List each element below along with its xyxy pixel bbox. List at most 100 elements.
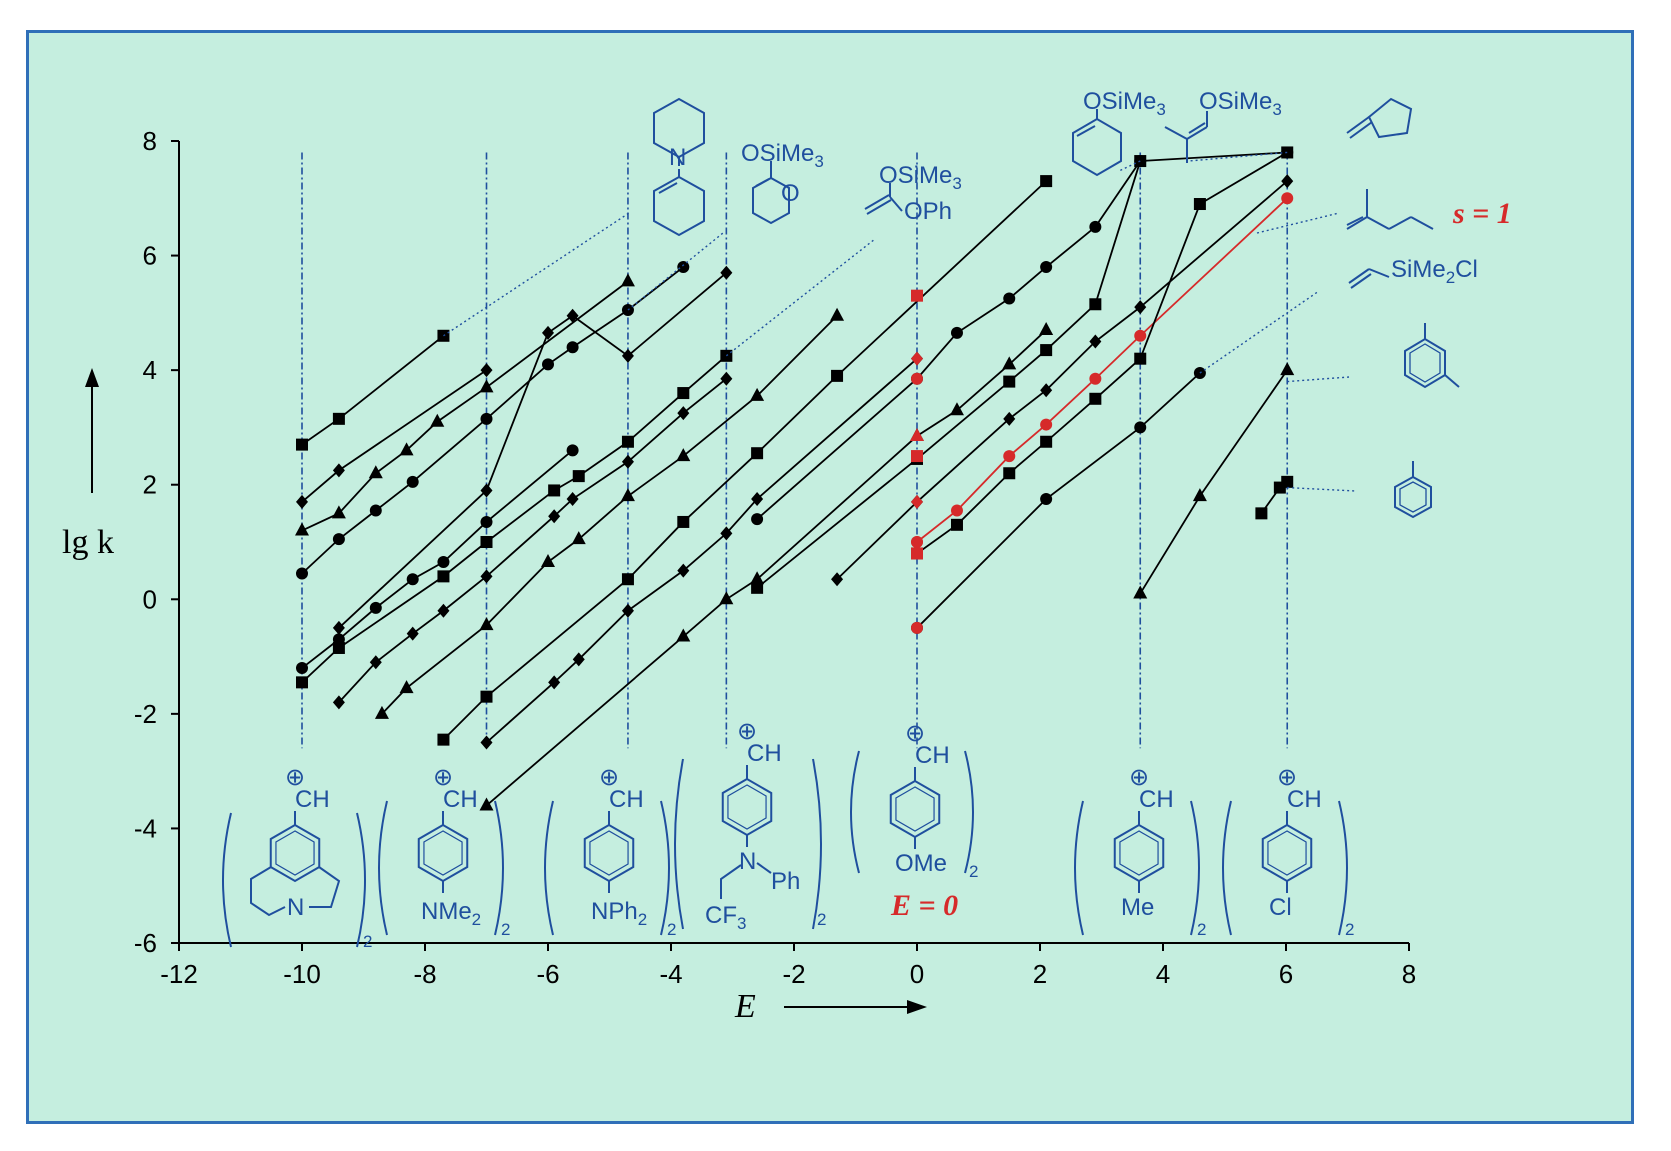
reference-point-E0 <box>910 428 924 442</box>
methoxy-left-paren <box>850 750 860 874</box>
data-point-s17 <box>1089 392 1102 405</box>
data-point-s7 <box>677 406 690 421</box>
data-point-s15 <box>1040 383 1053 398</box>
data-point-s4 <box>369 504 382 517</box>
julolidine-ring <box>269 823 321 883</box>
leader-lines <box>443 151 1356 492</box>
s-equals-one-label: s = 1 <box>1452 197 1512 230</box>
series-line-s17 <box>916 151 1288 555</box>
chart-svg: -12 -10 -8 -6 -4 -2 0 2 4 6 8 -6 -4 -2 0 2 4 6 8 lg k E s … <box>62 88 1512 1025</box>
data-point-s14 <box>950 326 963 339</box>
data-point-s3 <box>399 442 414 456</box>
leader-line <box>1188 151 1288 162</box>
data-point-s16 <box>1134 329 1147 342</box>
data-point-s17 <box>1193 198 1206 211</box>
nme2-label: NMe2 <box>421 898 481 929</box>
series-line-s13 <box>756 160 1142 589</box>
leader-line <box>1118 160 1141 172</box>
data-point-s9 <box>541 554 555 568</box>
methyl-cation-right-paren <box>1190 800 1200 936</box>
chloro-cation-left-paren <box>1222 800 1232 936</box>
data-point-s9 <box>750 387 765 401</box>
silyl-enol-ether-cyclohexene-structure <box>1072 109 1122 177</box>
data-point-s20 <box>1281 475 1294 488</box>
chloro-cation-right-paren <box>1338 800 1348 936</box>
julolidine-subscript: 2 <box>363 932 372 951</box>
reference-point-E0 <box>911 536 923 548</box>
series-line-s7 <box>338 378 727 704</box>
data-point-s17 <box>1003 467 1016 480</box>
data-point-s4 <box>296 567 308 580</box>
data-point-s3 <box>620 273 635 287</box>
data-point-s15 <box>831 572 844 587</box>
chloro-cation-ring-inner <box>1267 830 1307 876</box>
silyl-enol-ether-butene-structure <box>1164 111 1208 163</box>
data-point-s6 <box>437 556 450 569</box>
dimethylamino-cation-plus: ⊕ <box>433 764 453 791</box>
julolidine-right-paren <box>356 812 366 948</box>
data-point-s18 <box>1134 421 1147 434</box>
diphenylamino-cation-plus: ⊕ <box>599 764 619 791</box>
leader-line <box>725 238 876 357</box>
series-line-s1 <box>301 335 445 446</box>
data-point-s14 <box>1134 155 1147 168</box>
data-point-s6 <box>296 662 308 675</box>
x-tick-label: -8 <box>413 959 436 989</box>
data-point-s9 <box>571 531 586 545</box>
methoxy-plus: ⊕ <box>905 720 925 747</box>
trifluoroethyl-plus: ⊕ <box>737 718 757 745</box>
julolidine-plus: ⊕ <box>285 764 305 791</box>
methyl-cation-ch: CH <box>1139 786 1174 813</box>
data-point-s7 <box>332 695 345 710</box>
data-point-s3 <box>368 465 383 479</box>
methyl-cation-plus: ⊕ <box>1129 764 1149 791</box>
chloro-cation-ch: CH <box>1287 786 1322 813</box>
diphenylamino-cation-ring <box>583 823 635 883</box>
diphenylamino-cation-subscript: 2 <box>667 920 676 939</box>
data-point-s15 <box>1003 411 1016 426</box>
data-point-s11 <box>720 526 733 541</box>
methyl-cation-ring-inner <box>1119 830 1159 876</box>
leader-line <box>627 232 724 311</box>
julolidine-left-paren <box>222 812 232 948</box>
data-point-s12 <box>949 402 964 416</box>
y-tick-label: -2 <box>134 699 157 729</box>
methoxy-subscript: 2 <box>969 862 978 881</box>
diphenylamino-cation-ch: CH <box>609 786 644 813</box>
series-line-s18 <box>916 372 1201 629</box>
data-point-s6 <box>369 601 382 614</box>
data-point-s11 <box>677 563 690 578</box>
x-tick-label: 8 <box>1402 959 1416 989</box>
methoxy-ring <box>889 779 941 839</box>
data-point-s5 <box>332 620 345 635</box>
data-point-s10 <box>751 447 764 460</box>
y-arrow-head <box>85 368 99 387</box>
julolidine-right-ring <box>309 866 341 908</box>
julolidine-left-ring <box>250 866 286 917</box>
methyl-label: Me <box>1121 894 1154 921</box>
trifluoroethyl-subscript: 2 <box>817 910 826 929</box>
data-point-s13 <box>1003 375 1016 388</box>
data-point-s8 <box>677 387 690 400</box>
dimethylamino-cation-ring <box>417 823 469 883</box>
data-point-s19 <box>1192 488 1207 502</box>
x-tick-label: -10 <box>283 959 321 989</box>
butene-osime3-label: OSiMe3 <box>1199 88 1282 119</box>
data-point-s8 <box>332 641 345 654</box>
toluene-structure <box>1394 461 1432 519</box>
trifluoroethyl-left-paren <box>674 758 684 930</box>
series-line-s10 <box>442 180 1047 741</box>
data-point-s15 <box>1134 300 1147 315</box>
data-point-s7 <box>480 569 493 584</box>
series-line-s5 <box>338 272 727 629</box>
data-point-s11 <box>751 492 764 507</box>
leader-line <box>1287 376 1350 383</box>
data-point-s8 <box>437 570 450 583</box>
data-point-s20 <box>1255 507 1268 520</box>
trifluoroethyl-ring <box>721 777 773 837</box>
data-point-s11 <box>621 603 634 618</box>
data-point-s8 <box>621 435 634 448</box>
lactone-o-label: O <box>781 180 800 207</box>
data-point-s8 <box>548 484 561 497</box>
y-axis-title: lg k <box>62 524 114 561</box>
